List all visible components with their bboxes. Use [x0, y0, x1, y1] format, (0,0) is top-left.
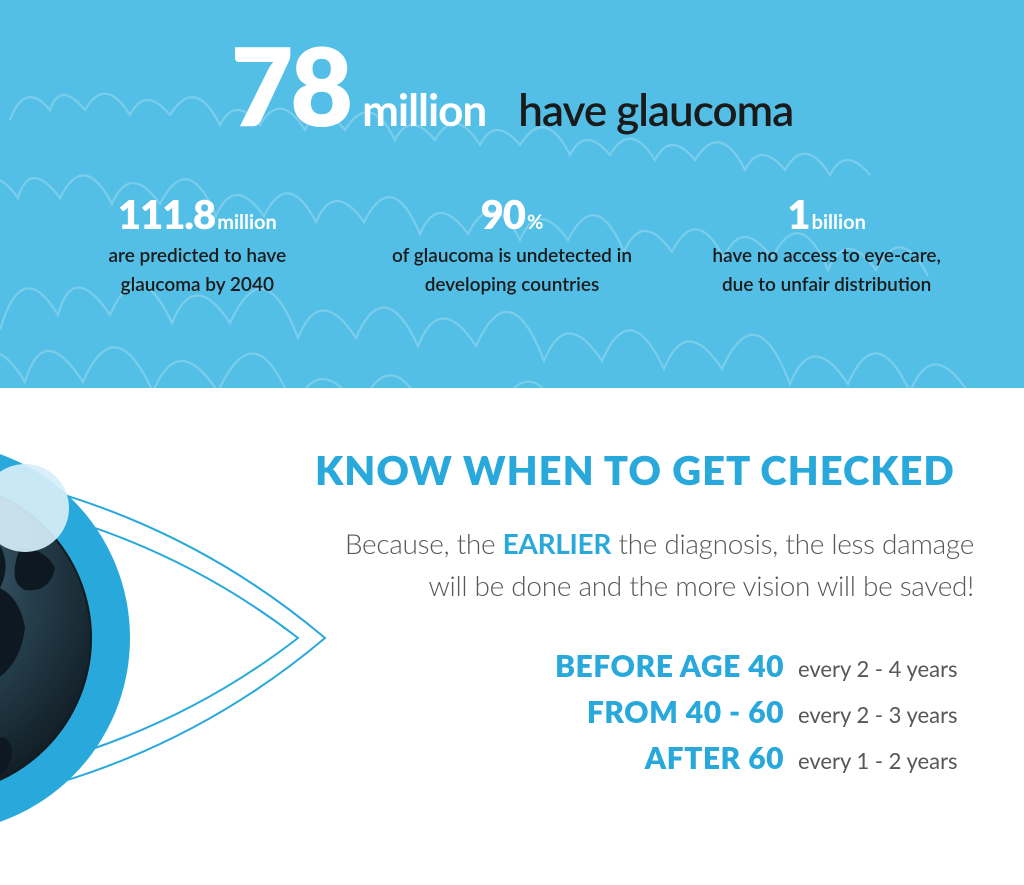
eye-globe-icon: [0, 418, 330, 858]
stat-value-row: 90%: [362, 194, 662, 234]
stat-desc-line: developing countries: [425, 273, 600, 296]
headline: 78 million have glaucoma: [0, 0, 1024, 136]
stat-desc: of glaucoma is undetected in developing …: [362, 242, 662, 299]
stat-value-row: 1billion: [677, 194, 977, 234]
stat-block: 111.8million are predicted to have glauc…: [47, 194, 347, 299]
stat-block: 90% of glaucoma is undetected in develop…: [362, 194, 662, 299]
stat-value-row: 111.8million: [47, 194, 347, 234]
stat-desc-line: glaucoma by 2040: [121, 273, 274, 296]
schedule-row: FROM 40 - 60 every 2 - 3 years: [315, 694, 974, 730]
stat-desc-line: are predicted to have: [108, 244, 286, 267]
stat-value: 111.8: [118, 190, 215, 238]
stat-desc: are predicted to have glaucoma by 2040: [47, 242, 347, 299]
schedule-list: BEFORE AGE 40 every 2 - 4 years FROM 40 …: [315, 648, 974, 776]
section-sub-pre: Because, the: [345, 526, 503, 560]
stat-value: 90: [481, 190, 525, 238]
stat-value: 1: [787, 190, 809, 238]
headline-text: have glaucoma: [518, 84, 793, 136]
stat-unit: million: [217, 210, 277, 234]
section-subtitle: Because, the EARLIER the diagnosis, the …: [315, 522, 974, 606]
schedule-label: FROM 40 - 60: [587, 694, 784, 730]
schedule-row: AFTER 60 every 1 - 2 years: [315, 740, 974, 776]
headline-number: 78: [231, 40, 350, 132]
stat-unit: billion: [812, 210, 866, 234]
schedule-freq: every 2 - 4 years: [798, 655, 974, 682]
schedule-freq: every 1 - 2 years: [798, 747, 974, 774]
stat-desc-line: of glaucoma is undetected in: [392, 244, 632, 267]
top-panel: 78 million have glaucoma 111.8million ar…: [0, 0, 1024, 388]
stats-row: 111.8million are predicted to have glauc…: [0, 194, 1024, 299]
stat-block: 1billion have no access to eye-care, due…: [677, 194, 977, 299]
schedule-label: BEFORE AGE 40: [555, 648, 784, 684]
headline-unit: million: [362, 84, 486, 136]
bottom-panel: KNOW WHEN TO GET CHECKED Because, the EA…: [0, 388, 1024, 885]
stat-unit: %: [527, 210, 543, 234]
section-sub-emph: EARLIER: [503, 526, 611, 560]
schedule-label: AFTER 60: [645, 740, 784, 776]
schedule-row: BEFORE AGE 40 every 2 - 4 years: [315, 648, 974, 684]
schedule-freq: every 2 - 3 years: [798, 701, 974, 728]
stat-desc: have no access to eye-care, due to unfai…: [677, 242, 977, 299]
bottom-content: KNOW WHEN TO GET CHECKED Because, the EA…: [315, 388, 1024, 885]
stat-desc-line: due to unfair distribution: [722, 273, 931, 296]
section-title: KNOW WHEN TO GET CHECKED: [315, 446, 974, 494]
stat-desc-line: have no access to eye-care,: [712, 244, 940, 267]
